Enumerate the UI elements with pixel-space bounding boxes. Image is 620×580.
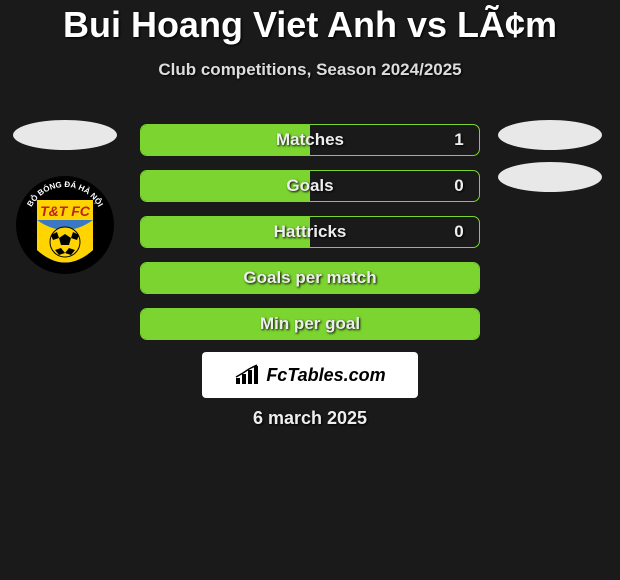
- right-player-column: [495, 120, 605, 192]
- stat-label: Goals: [181, 176, 439, 196]
- stat-row-gpm: Goals per match: [140, 262, 480, 294]
- page-title: Bui Hoang Viet Anh vs LÃ¢m: [0, 0, 620, 46]
- stat-label: Goals per match: [181, 268, 439, 288]
- stats-container: Matches 1 Goals 0 Hattricks 0 Goals per …: [140, 124, 480, 340]
- stat-label: Min per goal: [181, 314, 439, 334]
- brand-text: FcTables.com: [266, 365, 385, 386]
- stat-row-goals: Goals 0: [140, 170, 480, 202]
- date-text: 6 march 2025: [0, 408, 620, 429]
- stat-row-matches: Matches 1: [140, 124, 480, 156]
- left-player-column: BỘ BÓNG ĐÁ HÀ NỘI T&T FC: [10, 120, 120, 280]
- stat-row-hattricks: Hattricks 0: [140, 216, 480, 248]
- club-name-text: T&T FC: [40, 203, 91, 219]
- player-silhouette-left: [13, 120, 117, 150]
- page-subtitle: Club competitions, Season 2024/2025: [0, 60, 620, 80]
- stat-row-mpg: Min per goal: [140, 308, 480, 340]
- stat-right-value: 0: [439, 222, 479, 242]
- club-badge-left: BỘ BÓNG ĐÁ HÀ NỘI T&T FC: [15, 170, 115, 280]
- player-silhouette-right-2: [498, 162, 602, 192]
- stat-label: Hattricks: [181, 222, 439, 242]
- player-silhouette-right-1: [498, 120, 602, 150]
- stat-right-value: 0: [439, 176, 479, 196]
- bar-chart-icon: [234, 364, 260, 386]
- stat-label: Matches: [181, 130, 439, 150]
- stat-right-value: 1: [439, 130, 479, 150]
- brand-box[interactable]: FcTables.com: [202, 352, 418, 398]
